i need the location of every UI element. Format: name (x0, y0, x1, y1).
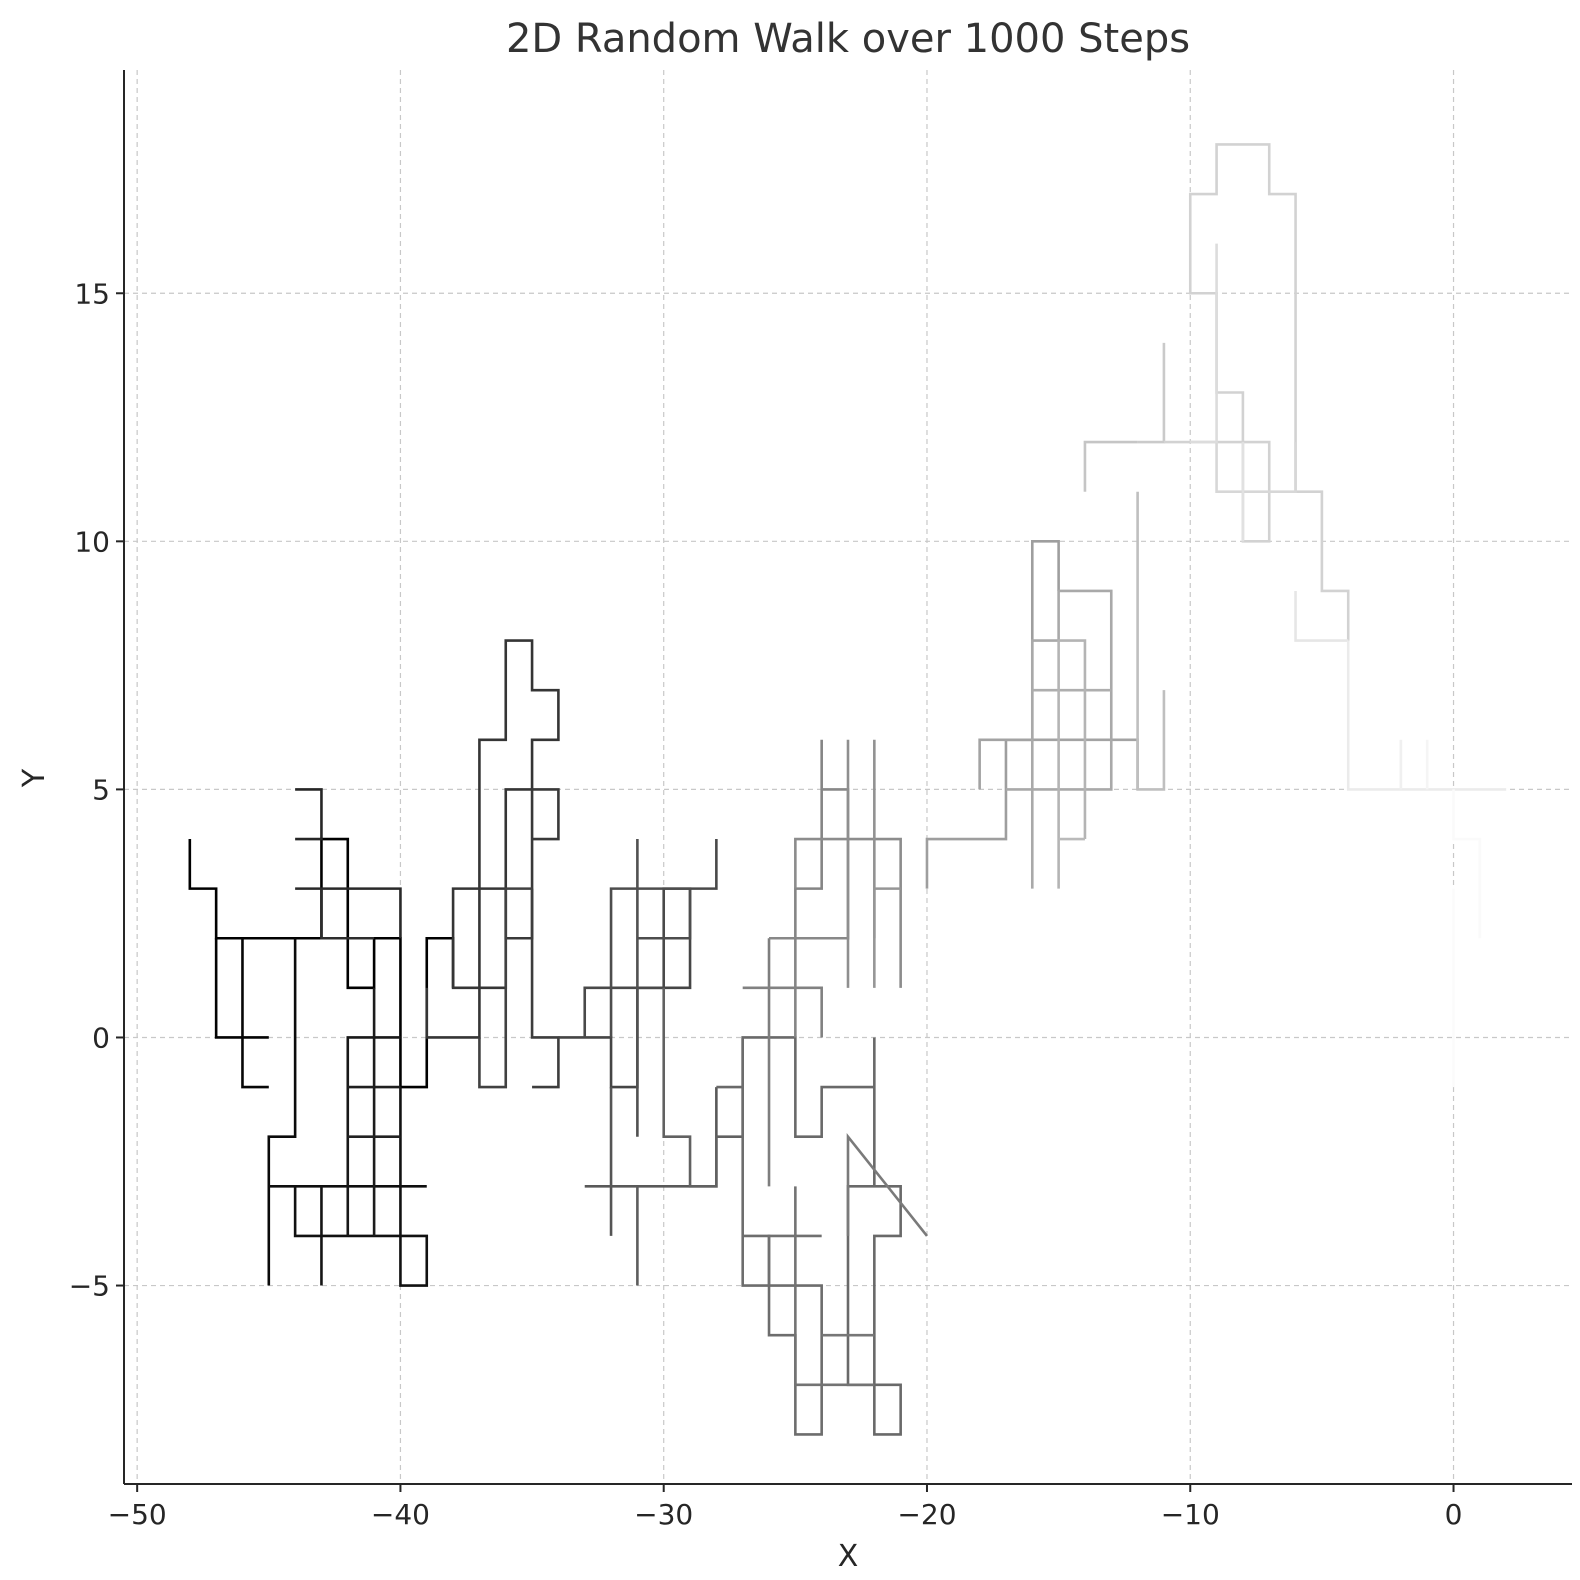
walk-path-line (1163, 143, 1350, 641)
walk-path-line (1452, 789, 1482, 939)
walk-path-line (873, 887, 901, 988)
chart-title: 2D Random Walk over 1000 Steps (506, 16, 1190, 62)
walk-path-line (1137, 342, 1166, 444)
y-tick-label: −5 (69, 1270, 110, 1303)
walk-path-line (742, 986, 823, 1038)
x-axis-label: X (838, 1539, 859, 1574)
walk-path-line (1136, 491, 1166, 791)
walk-path-line (846, 1132, 928, 1237)
walk-path-line (530, 888, 560, 1089)
walk-path-line (584, 1087, 718, 1188)
y-tick-label: 5 (92, 773, 110, 806)
x-tick-label: 0 (1445, 1498, 1463, 1531)
x-tick-label: −30 (634, 1498, 693, 1531)
axes (123, 70, 1572, 1485)
walk-segment-group (716, 739, 928, 1436)
walk-path-line (925, 540, 1060, 889)
walk-path-line (1190, 243, 1218, 444)
x-tick-label: −40 (371, 1498, 430, 1531)
walk-path-line (1083, 440, 1138, 492)
walk-segment-group (925, 342, 1166, 889)
y-tick-label: 0 (92, 1021, 110, 1054)
walk-segment-group (1163, 143, 1507, 1088)
walk-path-line (478, 887, 533, 1089)
walk-path-line (241, 938, 269, 1089)
y-tick-label: 10 (74, 525, 110, 558)
random-walk-path (188, 143, 1507, 1436)
walk-path-line (346, 1036, 401, 1236)
walk-path-line (295, 788, 323, 841)
walk-path-line (295, 887, 402, 939)
walk-path-line (769, 788, 850, 940)
walk-path-line (425, 639, 560, 1039)
walk-path-line (1215, 442, 1297, 494)
walk-path-line (662, 987, 744, 1188)
walk-path-line (794, 739, 823, 1038)
x-tick-label: −10 (1161, 1498, 1220, 1531)
walk-segment-group (425, 639, 744, 1286)
walk-path-line (794, 1186, 875, 1387)
walk-segment-group (188, 788, 455, 1287)
walk-path-line (188, 837, 455, 1089)
walk-path-line (609, 887, 692, 1038)
x-tick-label: −50 (108, 1498, 167, 1531)
walk-path-line (320, 888, 375, 940)
walk-path-line (267, 938, 297, 1286)
walk-path-line (293, 1087, 429, 1287)
walk-path-line (1294, 590, 1349, 642)
walk-path-line (767, 1234, 822, 1286)
walk-path-line (1005, 589, 1113, 889)
y-tick-label: 15 (74, 277, 110, 310)
y-axis-label: Y (17, 768, 52, 788)
x-tick-label: −20 (897, 1498, 956, 1531)
walk-path-line (1057, 639, 1087, 889)
walk-path-line (214, 938, 269, 1039)
